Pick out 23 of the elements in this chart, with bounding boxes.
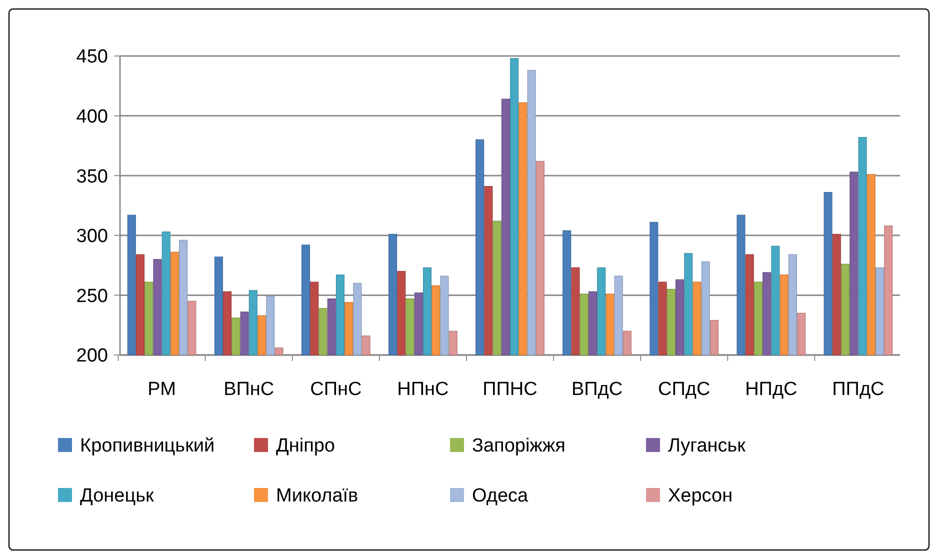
x-tick-label: ВПдС	[571, 379, 623, 400]
legend-label: Дніпро	[276, 436, 336, 457]
y-tick-label: 300	[76, 226, 108, 248]
legend-label: Херсон	[668, 486, 733, 507]
x-tick-label: РМ	[148, 379, 176, 400]
legend-label: Донецьк	[80, 486, 154, 507]
y-tick-label: 250	[76, 286, 108, 307]
x-tick-label: СПдС	[658, 379, 710, 400]
x-tick-label: ППНС	[482, 379, 538, 400]
x-tick-label: СПнС	[310, 379, 362, 400]
x-tick-label: ППдС	[832, 379, 884, 400]
legend-label: Запоріжжя	[472, 436, 566, 457]
legend-label: Миколаїв	[276, 486, 358, 507]
y-tick-label: 400	[76, 106, 108, 128]
x-tick-label: НПнС	[397, 379, 449, 400]
y-tick-label: 350	[76, 166, 108, 188]
legend-label: Кропивницький	[80, 436, 215, 457]
legend-label: Луганськ	[668, 436, 746, 457]
legend-label: Одеса	[472, 486, 529, 507]
x-tick-label: НПдС	[745, 379, 798, 400]
x-tick-label: ВПнС	[224, 379, 274, 400]
y-tick-label: 200	[76, 346, 108, 367]
y-tick-label: 450	[76, 46, 108, 68]
